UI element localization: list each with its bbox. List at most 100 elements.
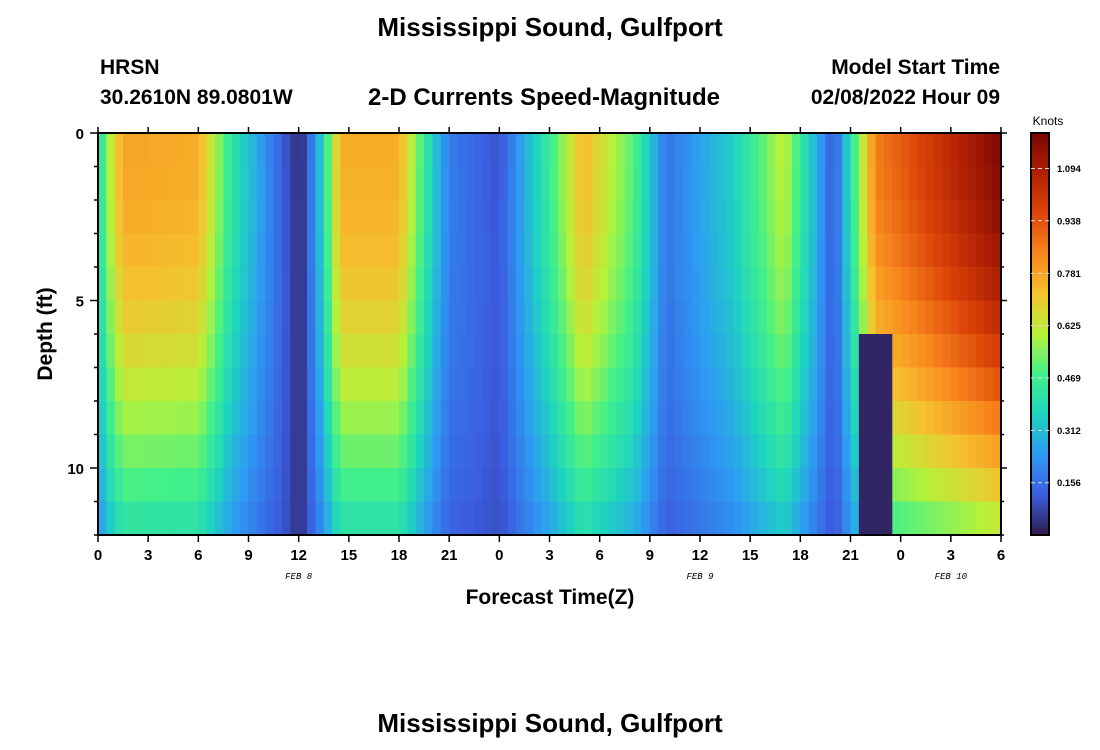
heatmap-cell [909, 300, 918, 335]
heatmap-cell [223, 133, 233, 168]
heatmap-cell [950, 367, 960, 402]
heatmap-cell [499, 501, 509, 536]
heatmap-cell [582, 334, 592, 369]
colorbar: Knots 1.094 0.938 0.781 0.625 0.469 0.312 0.15… [1030, 114, 1081, 536]
heatmap-cell [507, 401, 517, 436]
heatmap-cell [490, 367, 500, 402]
heatmap-cell [198, 267, 208, 302]
heatmap-cell [248, 233, 258, 268]
heatmap-cell [457, 434, 467, 469]
heatmap-cell [616, 133, 626, 168]
heatmap-cell [925, 401, 935, 436]
heatmap-cell [198, 300, 208, 335]
heatmap-cell [975, 133, 985, 168]
heatmap-cell [206, 434, 216, 469]
heatmap-cell [399, 468, 408, 503]
heatmap-cell [708, 434, 718, 469]
heatmap-cell [231, 401, 241, 436]
heatmap-cell [290, 434, 300, 469]
heatmap-cell [340, 133, 350, 168]
heatmap-cell [758, 133, 768, 168]
heatmap-cell [582, 367, 592, 402]
heatmap-cell [808, 501, 818, 536]
heatmap-cell [357, 300, 367, 335]
heatmap-cell [407, 334, 417, 369]
heatmap-cell [114, 334, 124, 369]
heatmap-cell [967, 233, 977, 268]
heatmap-cell [156, 468, 166, 503]
heatmap-cell [716, 434, 726, 469]
heatmap-cell [892, 133, 902, 168]
heatmap-cell [733, 300, 743, 335]
heatmap-cell [658, 401, 668, 436]
heatmap-cell [449, 468, 459, 503]
heatmap-cell [131, 334, 141, 369]
heatmap-cell [139, 200, 149, 235]
heatmap-cell [950, 501, 960, 536]
heatmap-cell [123, 233, 133, 268]
heatmap-cell [833, 300, 843, 335]
heatmap-cell [700, 468, 709, 503]
heatmap-cell [148, 166, 158, 201]
heatmap-cell [307, 200, 316, 235]
heatmap-cell [281, 334, 291, 369]
heatmap-cell [290, 200, 300, 235]
heatmap-cell [106, 334, 116, 369]
heatmap-cell [549, 501, 559, 536]
heatmap-cell [256, 166, 266, 201]
heatmap-cell [256, 300, 266, 335]
heatmap-cell [858, 233, 868, 268]
heatmap-cell [817, 300, 827, 335]
heatmap-cell [783, 166, 793, 201]
x-tick-label: 3 [545, 547, 553, 564]
heatmap-cell [474, 501, 484, 536]
heatmap-cell [733, 434, 743, 469]
heatmap-cell [950, 300, 960, 335]
heatmap-cell [984, 133, 994, 168]
heatmap-cell [114, 501, 124, 536]
heatmap-cell [407, 233, 417, 268]
heatmap-cell [783, 434, 793, 469]
heatmap-cell [114, 133, 124, 168]
heatmap-cell [106, 166, 116, 201]
heatmap-cell [482, 267, 492, 302]
heatmap-cell [432, 367, 442, 402]
heatmap-cell [700, 300, 709, 335]
heatmap-cell [666, 133, 676, 168]
heatmap-cell [399, 200, 408, 235]
heatmap-cell [842, 200, 852, 235]
heatmap-cell [524, 267, 534, 302]
heatmap-cell [131, 501, 141, 536]
heatmap-cell [683, 401, 693, 436]
heatmap-cell [875, 468, 885, 503]
heatmap-cell [842, 468, 852, 503]
heatmap-cell [909, 367, 918, 402]
heatmap-cell [591, 501, 601, 536]
y-axis: 0 5 10 [67, 126, 1007, 536]
heatmap-cell [750, 334, 760, 369]
heatmap-cell [139, 401, 149, 436]
x-tick-label: 18 [792, 547, 809, 564]
heatmap-cell [290, 401, 300, 436]
heatmap-cell [833, 468, 843, 503]
heatmap-cell [407, 468, 417, 503]
heatmap-cell [658, 233, 668, 268]
heatmap-cell [524, 300, 534, 335]
heatmap-cell [173, 401, 183, 436]
heatmap-cell [549, 334, 559, 369]
heatmap-cell [825, 133, 835, 168]
heatmap-cell [231, 334, 241, 369]
heatmap-cell [440, 367, 450, 402]
heatmap-cell [373, 233, 383, 268]
heatmap-cell [733, 133, 743, 168]
heatmap-cell [700, 401, 709, 436]
heatmap-cell [541, 166, 551, 201]
heatmap-cell [766, 166, 776, 201]
heatmap-cell [984, 300, 994, 335]
heatmap-cell [850, 334, 860, 369]
heatmap-cell [808, 468, 818, 503]
heatmap-cell [775, 200, 785, 235]
heatmap-cell [666, 434, 676, 469]
heatmap-cell [875, 300, 885, 335]
heatmap-cell [181, 401, 191, 436]
